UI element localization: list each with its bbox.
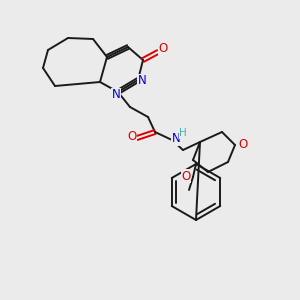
Text: N: N: [172, 133, 180, 146]
Text: O: O: [158, 43, 168, 56]
Text: N: N: [138, 74, 146, 88]
Text: O: O: [128, 130, 136, 143]
Text: N: N: [112, 88, 120, 101]
Text: O: O: [182, 169, 190, 182]
Text: O: O: [238, 137, 247, 151]
Text: H: H: [179, 128, 187, 138]
